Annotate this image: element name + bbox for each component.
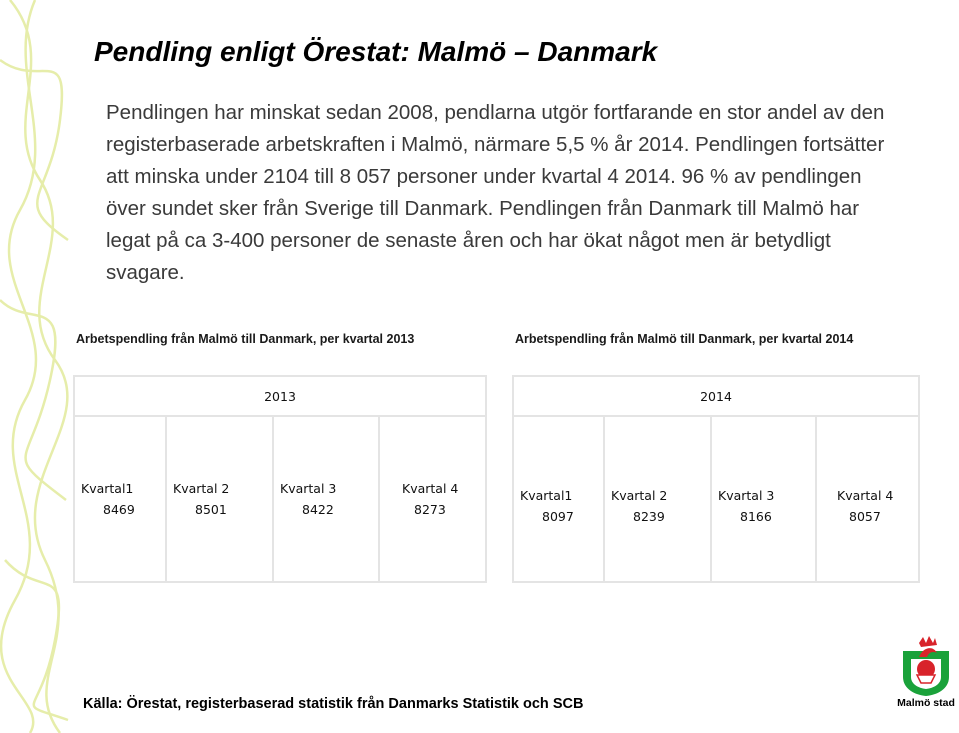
table-cell: Kvartal 2 8501 bbox=[165, 415, 274, 583]
quarter-value: 8501 bbox=[195, 502, 227, 517]
quarter-label: Kvartal 3 bbox=[718, 488, 775, 503]
table-2013-caption: Arbetspendling från Malmö till Danmark, … bbox=[76, 332, 415, 346]
quarter-value: 8273 bbox=[414, 502, 446, 517]
quarter-label: Kvartal 2 bbox=[173, 481, 230, 496]
slide-content-panel bbox=[73, 0, 959, 733]
malmo-griffin-crest-icon bbox=[903, 636, 949, 696]
quarter-value: 8166 bbox=[740, 509, 772, 524]
table-2014-caption: Arbetspendling från Malmö till Danmark, … bbox=[515, 332, 854, 346]
table-cell: Kvartal 4 8057 bbox=[815, 415, 920, 583]
table-row: Kvartal1 8097 Kvartal 2 8239 Kvartal 3 8… bbox=[512, 415, 920, 583]
table-2013: 2013 Kvartal1 8469 Kvartal 2 8501 Kvarta… bbox=[73, 375, 487, 583]
quarter-label: Kvartal1 bbox=[81, 481, 134, 496]
quarter-value: 8239 bbox=[633, 509, 665, 524]
quarter-label: Kvartal 4 bbox=[402, 481, 459, 496]
table-cell: Kvartal 4 8273 bbox=[378, 415, 487, 583]
slide-title: Pendling enligt Örestat: Malmö – Danmark bbox=[94, 36, 658, 67]
year-header: 2014 bbox=[512, 375, 920, 417]
table-cell: Kvartal1 8097 bbox=[512, 415, 605, 583]
quarter-value: 8057 bbox=[849, 509, 881, 524]
quarter-label: Kvartal 3 bbox=[280, 481, 337, 496]
quarter-label: Kvartal 2 bbox=[611, 488, 668, 503]
table-2014: 2014 Kvartal1 8097 Kvartal 2 8239 Kvarta… bbox=[512, 375, 920, 583]
table-row: Kvartal1 8469 Kvartal 2 8501 Kvartal 3 8… bbox=[73, 415, 487, 583]
source-note: Källa: Örestat, registerbaserad statisti… bbox=[83, 696, 584, 712]
table-header-row: 2014 bbox=[512, 375, 920, 417]
quarter-value: 8469 bbox=[103, 502, 135, 517]
table-cell: Kvartal1 8469 bbox=[73, 415, 167, 583]
malmo-stad-logo: Malmö stad bbox=[893, 633, 959, 715]
table-cell: Kvartal 3 8166 bbox=[710, 415, 817, 583]
quarter-label: Kvartal1 bbox=[520, 488, 573, 503]
logo-text: Malmö stad bbox=[897, 697, 955, 709]
year-header: 2013 bbox=[73, 375, 487, 417]
quarter-label: Kvartal 4 bbox=[837, 488, 894, 503]
table-cell: Kvartal 2 8239 bbox=[603, 415, 712, 583]
table-header-row: 2013 bbox=[73, 375, 487, 417]
table-cell: Kvartal 3 8422 bbox=[272, 415, 380, 583]
quarter-value: 8422 bbox=[302, 502, 334, 517]
quarter-value: 8097 bbox=[542, 509, 574, 524]
slide-body-text: Pendlingen har minskat sedan 2008, pendl… bbox=[106, 101, 885, 284]
